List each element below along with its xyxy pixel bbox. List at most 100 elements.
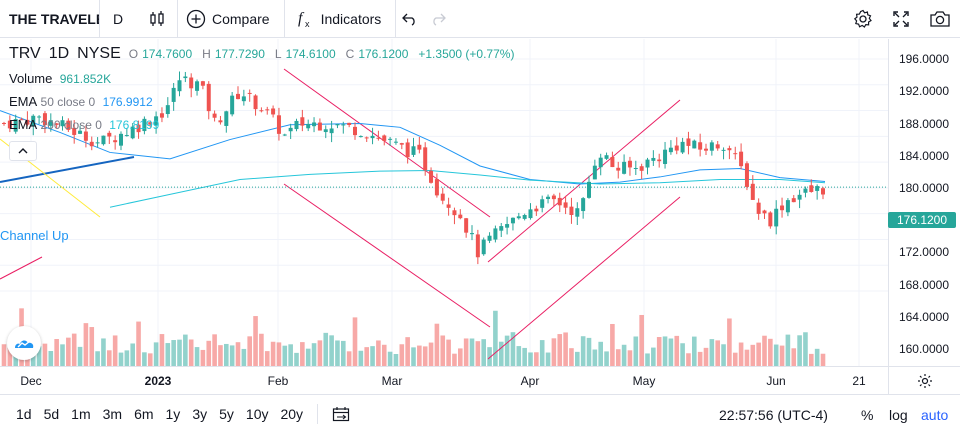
price-label: 196.0000 [898, 52, 949, 66]
ema50-line [0, 110, 826, 185]
bar-style-button[interactable] [136, 0, 178, 38]
candle-body [551, 195, 556, 200]
price-axis[interactable]: 196.0000 192.0000 188.0000 184.0000 180.… [888, 39, 960, 366]
price-chart[interactable] [0, 39, 888, 366]
volume-bar [136, 321, 141, 366]
chart-pane[interactable] [0, 39, 960, 366]
volume-bar [241, 348, 247, 366]
candle-body [809, 185, 814, 192]
time-label: 21 [852, 374, 866, 388]
candle-body [821, 188, 825, 195]
low-label: L [274, 47, 282, 61]
time-axis[interactable]: Dec 2023 Feb Mar Apr May Jun 21 [0, 366, 888, 394]
candle-body [288, 127, 293, 132]
range-10y[interactable]: 10y [245, 406, 269, 422]
candlesticks [2, 71, 825, 265]
candle-body [791, 198, 796, 203]
fullscreen-button[interactable] [882, 0, 920, 38]
range-1m[interactable]: 1m [71, 406, 91, 422]
compare-button[interactable]: Compare [178, 0, 285, 38]
volume-bar [569, 348, 574, 366]
volume-bar [534, 352, 539, 366]
snapshot-button[interactable] [921, 0, 959, 38]
range-5d[interactable]: 5d [43, 406, 60, 422]
volume-bar [820, 353, 826, 366]
auto-toggle[interactable]: auto [921, 406, 949, 423]
volume-bar [411, 347, 416, 366]
volume-bar [42, 343, 48, 366]
candle-body [66, 120, 71, 130]
candle-body [212, 113, 217, 118]
volume-bar [809, 353, 814, 366]
interval-button[interactable]: D [112, 10, 124, 27]
low-value: 174.6100 [285, 47, 336, 61]
volume-bar [487, 347, 492, 366]
percent-toggle[interactable]: % [861, 406, 874, 423]
settings-button[interactable] [844, 0, 882, 38]
log-toggle[interactable]: log [889, 406, 908, 423]
volume-bar [112, 335, 118, 366]
candle-body [475, 234, 480, 258]
range-1d[interactable]: 1d [16, 406, 32, 422]
range-3m[interactable]: 3m [102, 406, 123, 422]
candle-body [323, 129, 328, 133]
legend-volume-row[interactable]: Volume 961.852K [9, 71, 514, 86]
candle-body [31, 115, 36, 127]
clock-timezone[interactable]: 22:57:56 (UTC-4) [719, 407, 828, 423]
volume-bar [393, 353, 399, 366]
axis-settings-button[interactable] [888, 366, 960, 394]
tradingview-logo[interactable] [7, 326, 41, 360]
volume-bar [317, 340, 323, 366]
change-value: +1.3500 (+0.77%) [418, 47, 515, 61]
candle-body [48, 120, 53, 126]
range-3y[interactable]: 3y [192, 406, 208, 422]
legend-ema50-row[interactable]: EMA 50 close 0 176.9912 [9, 94, 514, 109]
volume-bar [77, 346, 83, 366]
volume-bar [381, 344, 387, 366]
volume-name: Volume [9, 71, 53, 86]
volume-bar [493, 310, 498, 366]
volume-bar [305, 348, 311, 366]
volume-bar [352, 317, 358, 366]
volume-bar [498, 341, 504, 366]
volume-bar [762, 335, 767, 366]
volume-bar [592, 349, 598, 366]
candle-body [124, 135, 129, 137]
candle-body [458, 214, 463, 219]
goto-date-button[interactable] [326, 401, 356, 427]
volume-bar [779, 345, 785, 366]
volume-bar [118, 352, 124, 366]
volume-bar [621, 344, 627, 366]
volume-bar [516, 346, 522, 366]
price-label: 180.0000 [898, 181, 949, 195]
range-20y[interactable]: 20y [280, 406, 304, 422]
price-label: 168.0000 [898, 278, 949, 292]
range-5y[interactable]: 5y [219, 406, 234, 422]
candle-body [13, 119, 18, 132]
range-6m[interactable]: 6m [134, 406, 154, 422]
candle-body [294, 120, 299, 130]
price-label: 164.0000 [898, 310, 949, 324]
open-value: 174.7600 [142, 47, 193, 61]
legend-exchange: NYSE [77, 45, 121, 62]
indicators-button[interactable]: f x Indicators [285, 0, 397, 38]
svg-text:f: f [298, 10, 305, 27]
candle-body [639, 166, 644, 171]
volume-bar [83, 323, 89, 366]
candle-body [171, 87, 176, 102]
volume-bars [1, 308, 826, 366]
candle-body [727, 148, 732, 151]
redo-button[interactable] [424, 0, 452, 38]
ema200-value: 176.8199 [109, 118, 160, 132]
candle-body [89, 141, 94, 147]
candle-body [253, 95, 258, 110]
undo-button[interactable] [396, 0, 424, 38]
legend-ema200-row[interactable]: EMA 200 close 0 176.8199 [9, 117, 514, 132]
symbol-search-button[interactable]: THE TRAVELERS COMPANIES, INC. [0, 0, 100, 38]
candle-body [282, 134, 287, 136]
candle-body [674, 145, 679, 151]
candle-body [183, 76, 188, 79]
collapse-legend-button[interactable] [9, 141, 37, 161]
volume-bar [732, 352, 738, 366]
range-1y[interactable]: 1y [165, 406, 181, 422]
